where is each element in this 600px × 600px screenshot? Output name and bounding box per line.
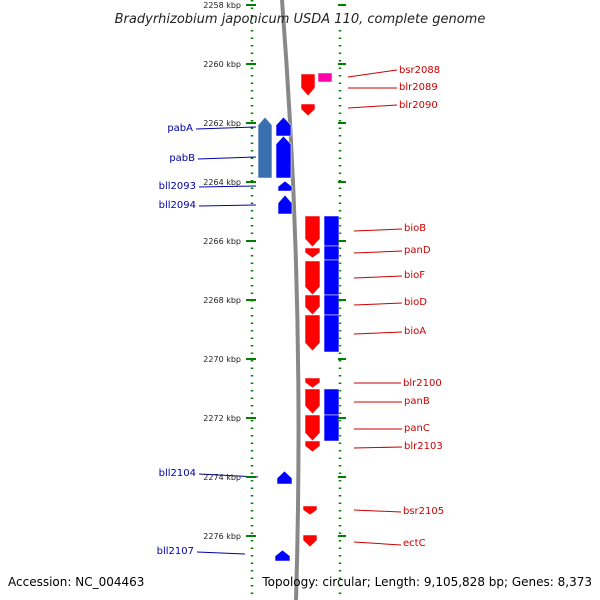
genome-backbone	[280, 0, 301, 600]
gene-label-bll2094[interactable]: bll2094	[159, 200, 196, 211]
gene-bsr2088[interactable]	[317, 72, 333, 83]
gene-panC[interactable]	[323, 414, 340, 442]
genome-stats-text: Topology: circular; Length: 9,105,828 bp…	[261, 575, 592, 589]
gene-label-bioA[interactable]: bioA	[404, 326, 426, 337]
gene-label-pabA[interactable]: pabA	[167, 123, 193, 134]
gene-label-leader	[353, 228, 403, 232]
gene-label-leader	[347, 104, 398, 109]
gene-bll2094[interactable]	[277, 194, 293, 215]
gene-panD[interactable]	[323, 245, 340, 261]
gene-label-panB[interactable]: panB	[404, 396, 430, 407]
gene-blr2089[interactable]	[300, 73, 316, 97]
accession-text: Accession: NC_004463	[8, 575, 144, 589]
gene-label-bsr2105[interactable]: bsr2105	[403, 506, 444, 517]
gene-label-leader	[198, 204, 257, 207]
gene-label-leader	[198, 185, 257, 188]
scale-label: 2264 kbp	[203, 178, 241, 187]
gene-label-pabB[interactable]: pabB	[169, 153, 195, 164]
gene-label-bioF[interactable]: bioF	[404, 270, 425, 281]
scale-label: 2270 kbp	[203, 355, 241, 364]
gene-bioD[interactable]	[304, 294, 321, 316]
gene-pabB[interactable]	[275, 135, 292, 179]
gene-label-leader	[353, 509, 402, 513]
gene-bioA[interactable]	[304, 314, 321, 352]
gene-label-leader	[353, 250, 403, 254]
gene-bioD[interactable]	[323, 294, 340, 316]
scale-label: 2268 kbp	[203, 296, 241, 305]
gene-label-bll2107[interactable]: bll2107	[157, 546, 194, 557]
gene-label-bsr2088[interactable]: bsr2088	[399, 65, 440, 76]
gene-label-leader	[353, 446, 403, 449]
gene-label-panD[interactable]: panD	[404, 245, 431, 256]
gene-panC[interactable]	[304, 414, 321, 442]
gene-label-leader	[353, 302, 403, 306]
scale-label: 2276 kbp	[203, 532, 241, 541]
gene-label-blr2103[interactable]: blr2103	[404, 441, 443, 452]
gene-bll2107[interactable]	[274, 549, 291, 562]
gene-bioF[interactable]	[304, 260, 321, 296]
gene-panB[interactable]	[323, 388, 340, 416]
gene-pabA[interactable]	[257, 116, 273, 179]
gene-bsr2105[interactable]	[302, 505, 318, 516]
scale-label: 2272 kbp	[203, 414, 241, 423]
gene-bll2093[interactable]	[277, 180, 293, 192]
scale-label: 2260 kbp	[203, 60, 241, 69]
gene-label-blr2089[interactable]: blr2089	[399, 82, 438, 93]
gene-label-ectC[interactable]: ectC	[403, 538, 426, 549]
gene-label-bll2093[interactable]: bll2093	[159, 181, 196, 192]
gene-blr2100[interactable]	[304, 377, 321, 389]
gene-bioA[interactable]	[323, 314, 340, 353]
gene-label-leader	[353, 331, 403, 335]
gene-label-bioB[interactable]: bioB	[404, 223, 426, 234]
gene-label-panC[interactable]: panC	[404, 423, 430, 434]
gene-blr2090[interactable]	[300, 103, 316, 117]
scale-label: 2258 kbp	[203, 1, 241, 10]
gene-label-blr2090[interactable]: blr2090	[399, 100, 438, 111]
gene-bioB[interactable]	[323, 215, 340, 247]
gene-label-leader	[353, 541, 402, 546]
gene-label-bll2104[interactable]: bll2104	[159, 468, 196, 479]
scale-label: 2266 kbp	[203, 237, 241, 246]
gene-label-leader	[197, 156, 257, 160]
gene-bioB[interactable]	[304, 215, 321, 248]
gene-blr2103[interactable]	[304, 440, 321, 453]
gene-label-leader	[347, 69, 398, 78]
map-title: Bradyrhizobium japonicum USDA 110, compl…	[115, 12, 486, 27]
gene-ectC[interactable]	[302, 534, 318, 548]
gene-label-leader	[195, 126, 257, 130]
gene-label-bioD[interactable]: bioD	[404, 297, 427, 308]
scale-label: 2274 kbp	[203, 473, 241, 482]
scale-label: 2262 kbp	[203, 119, 241, 128]
gene-panD[interactable]	[304, 247, 321, 259]
gene-panB[interactable]	[304, 388, 321, 415]
gene-bioF[interactable]	[323, 259, 340, 296]
gene-bll2104[interactable]	[276, 470, 293, 485]
gene-label-leader	[353, 275, 403, 279]
gene-label-leader	[196, 551, 246, 555]
gene-label-blr2100[interactable]: blr2100	[403, 378, 442, 389]
